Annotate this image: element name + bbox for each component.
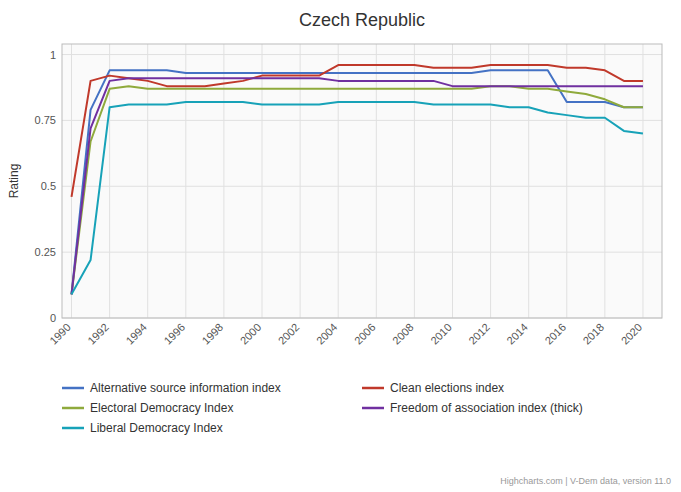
x-grid-line	[262, 44, 263, 318]
y-tick-label: 0	[50, 312, 56, 324]
x-tick-label: 2006	[352, 321, 378, 347]
series-lines	[72, 65, 643, 294]
y-tick-label: 0.75	[35, 114, 56, 126]
x-tick-label: 2010	[428, 321, 454, 347]
x-grid-line	[147, 44, 148, 318]
x-tick-label: 1992	[85, 321, 111, 347]
y-grid-line	[62, 186, 662, 187]
legend-label: Electoral Democracy Index	[90, 401, 233, 415]
chart: Czech Republic 0 0.25 0.5 0.75 1 1990 1992 1994 1…	[0, 0, 681, 492]
plot-frame	[62, 44, 662, 318]
x-grid-line	[300, 44, 301, 318]
x-grid-line	[223, 44, 224, 318]
x-tick-label: 1994	[123, 321, 149, 347]
series-line	[72, 102, 643, 294]
grid	[62, 44, 662, 318]
series-line	[72, 78, 643, 294]
legend: Alternative source information index Clea…	[62, 381, 583, 435]
y-tick-label: 1	[50, 49, 56, 61]
x-grid-line	[109, 44, 110, 318]
series-line	[72, 65, 643, 197]
x-grid-line	[528, 44, 529, 318]
x-grid-line	[376, 44, 377, 318]
y-tick-label: 0.25	[35, 246, 56, 258]
legend-swatch	[62, 427, 84, 430]
x-tick-label: 1990	[47, 321, 73, 347]
x-tick-label: 1996	[161, 321, 187, 347]
legend-swatch	[362, 407, 384, 410]
x-tick-label: 2016	[542, 321, 568, 347]
x-grid-line	[185, 44, 186, 318]
x-grid-line	[414, 44, 415, 318]
x-grid-line	[338, 44, 339, 318]
legend-swatch	[362, 387, 384, 390]
legend-label: Alternative source information index	[90, 381, 281, 395]
x-grid-line	[604, 44, 605, 318]
y-grid-line	[62, 252, 662, 253]
legend-swatch	[62, 387, 84, 390]
legend-swatch	[62, 407, 84, 410]
y-grid-line	[62, 54, 662, 55]
x-tick-label: 2014	[504, 321, 530, 347]
x-tick-label: 2002	[276, 321, 302, 347]
x-grid-line	[566, 44, 567, 318]
x-tick-label: 2004	[314, 321, 340, 347]
legend-label: Freedom of association index (thick)	[390, 401, 583, 415]
x-tick-label: 2020	[619, 321, 645, 347]
legend-label: Liberal Democracy Index	[90, 421, 223, 435]
annotation: Highcharts.com | V-Dem data, version 11.…	[500, 476, 671, 486]
x-tick-label: 1998	[200, 321, 226, 347]
y-grid-line	[62, 120, 662, 121]
series-line	[72, 86, 643, 294]
x-grid-line	[71, 44, 72, 318]
series-line	[72, 70, 643, 294]
x-tick-label: 2012	[466, 321, 492, 347]
x-grid-line	[490, 44, 491, 318]
x-grid-line	[642, 44, 643, 318]
legend-label: Clean elections index	[390, 381, 504, 395]
title: Czech Republic	[299, 10, 425, 30]
plot-background	[62, 44, 662, 318]
x-tick-label: 2008	[390, 321, 416, 347]
x-tick-label: 2000	[238, 321, 264, 347]
y-tick-label: 0.5	[41, 180, 56, 192]
x-tick-label: 2018	[580, 321, 606, 347]
y-axis-label: Rating	[7, 164, 21, 199]
